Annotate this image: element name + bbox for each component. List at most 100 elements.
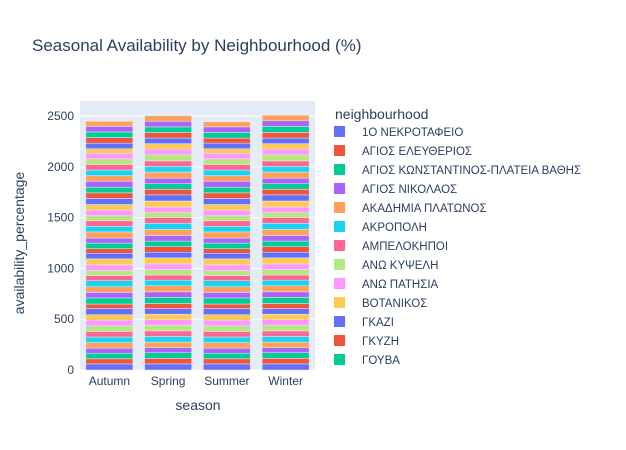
bar-segment <box>85 258 134 266</box>
bar-segment <box>85 342 134 349</box>
bar-segment <box>203 169 251 176</box>
bar-segment <box>144 291 192 298</box>
legend-entry-label[interactable]: ΑΚΡΟΠΟΛΗ <box>362 222 427 234</box>
bar-segment <box>144 240 192 247</box>
bar-segment <box>203 198 251 205</box>
bar-segment <box>85 164 134 171</box>
bar-segment <box>144 251 192 259</box>
bar-segment <box>261 251 310 259</box>
bar-segment <box>203 248 251 254</box>
bar-segment <box>261 246 310 253</box>
bar-segment <box>261 257 310 265</box>
legend-entry-label[interactable]: ΑΝΩ ΚΥΨΕΛΗ <box>362 260 438 272</box>
bar-segment <box>144 189 192 196</box>
bar-segment <box>203 237 251 244</box>
bar-segment <box>85 198 134 205</box>
bar-segment <box>85 126 134 133</box>
bar-segment <box>261 347 310 353</box>
bar-segment <box>85 131 134 138</box>
bar-segment <box>261 297 310 304</box>
legend-entry-label[interactable]: 1Ο ΝΕΚΡΟΤΑΦΕΙΟ <box>362 127 463 139</box>
bar-segment <box>144 358 192 365</box>
bar-segment <box>203 264 251 271</box>
legend-swatch[interactable] <box>334 183 345 194</box>
bar-segment <box>144 352 192 359</box>
bar-segment <box>203 331 251 338</box>
bar-segment <box>203 336 251 343</box>
bar-segment <box>85 169 134 176</box>
bar-segment <box>261 319 310 326</box>
bar-segment <box>144 336 192 343</box>
bar-segment <box>144 308 192 315</box>
bar-segment <box>261 143 310 150</box>
bar-segment <box>203 297 251 305</box>
legend-entry-label[interactable]: ΑΓΙΟΣ ΝΙΚΟΛΑΟΣ <box>362 184 457 196</box>
bar-segment <box>144 177 192 184</box>
bar-segment <box>144 363 192 371</box>
bar-segment <box>261 154 310 162</box>
bar-segment <box>203 226 251 233</box>
bar-segment <box>144 148 192 156</box>
bar-segment <box>203 142 251 149</box>
bar-segment <box>85 187 134 194</box>
bar-segment <box>144 194 192 202</box>
legend-swatch[interactable] <box>334 202 345 213</box>
legend-swatch[interactable] <box>334 164 345 175</box>
bar-segment <box>203 192 251 199</box>
legend-swatch[interactable] <box>334 316 345 327</box>
bar-segment <box>85 180 134 188</box>
bar-segment <box>261 240 310 247</box>
legend-swatch[interactable] <box>334 354 345 365</box>
bar-segment <box>261 166 310 173</box>
bar-segment <box>261 358 310 365</box>
legend-entry-label[interactable]: ΑΝΩ ΠΑΤΗΣΙΑ <box>362 279 439 291</box>
legend-entry-label[interactable]: ΑΜΠΕΛΟΚΗΠΟΙ <box>362 241 448 253</box>
legend-swatch[interactable] <box>334 278 345 289</box>
legend-entry-label[interactable]: ΓΚΑΖΙ <box>362 317 394 329</box>
legend-entry-label[interactable]: ΓΟΥΒΑ <box>362 355 400 367</box>
y-tick-label: 1500 <box>47 211 74 225</box>
legend-swatch[interactable] <box>334 297 345 308</box>
legend-entry-label[interactable]: ΑΓΙΟΣ ΕΛΕΥΘΕΡΙΟΣ <box>362 146 472 158</box>
bar-segment <box>261 177 310 184</box>
legend-swatch[interactable] <box>334 259 345 270</box>
legend-swatch[interactable] <box>334 335 345 346</box>
legend-entry-label[interactable]: ΑΚΑΔΗΜΙΑ ΠΛΑΤΩΝΟΣ <box>362 203 487 215</box>
bar-segment <box>144 274 192 281</box>
bar-segment <box>144 183 192 190</box>
bar-segment <box>203 215 251 222</box>
legend-swatch[interactable] <box>334 145 345 156</box>
bar-segment <box>261 269 310 276</box>
legend: 1Ο ΝΕΚΡΟΤΑΦΕΙΟ ΑΓΙΟΣ ΕΛΕΥΘΕΡΙΟΣ ΑΓΙΟΣ ΚΩΝΣ… <box>334 126 581 367</box>
legend-entry-label[interactable]: ΓΚΥΖΗ <box>362 336 399 348</box>
x-tick-label: Summer <box>204 374 249 388</box>
bar-segment <box>203 121 251 128</box>
legend-swatch[interactable] <box>334 240 345 251</box>
bar-segment <box>261 235 310 242</box>
bar-segment <box>85 248 134 254</box>
bar-segment <box>261 120 310 127</box>
bar-segment <box>85 215 134 222</box>
legend-entry-label[interactable]: ΑΓΙΟΣ ΚΩΝΣΤΑΝΤΙΝΟΣ-ΠΛΑΤΕΙΑ ΒΑΘΗΣ <box>362 165 581 177</box>
bar-segment <box>85 275 134 281</box>
bar-segment <box>203 320 251 327</box>
bar-segment <box>261 341 310 348</box>
bar-segment <box>144 229 192 236</box>
bar-segment <box>85 286 134 293</box>
bar-segment <box>85 142 134 149</box>
legend-swatch[interactable] <box>334 221 345 232</box>
bar-segment <box>261 200 310 208</box>
bar-segment <box>85 353 134 360</box>
bar-segment <box>85 292 134 299</box>
bar-segment <box>203 187 251 194</box>
bar-segment <box>85 242 134 249</box>
bar-segment <box>144 166 192 173</box>
legend-swatch[interactable] <box>334 126 345 137</box>
bar-segment <box>203 363 251 371</box>
bar-segment <box>203 180 251 188</box>
bar-segment <box>144 132 192 139</box>
legend-entry-label[interactable]: ΒΟΤΑΝΙΚΟΣ <box>362 298 427 310</box>
bar-segment <box>85 192 134 199</box>
bar-segment <box>85 270 134 276</box>
